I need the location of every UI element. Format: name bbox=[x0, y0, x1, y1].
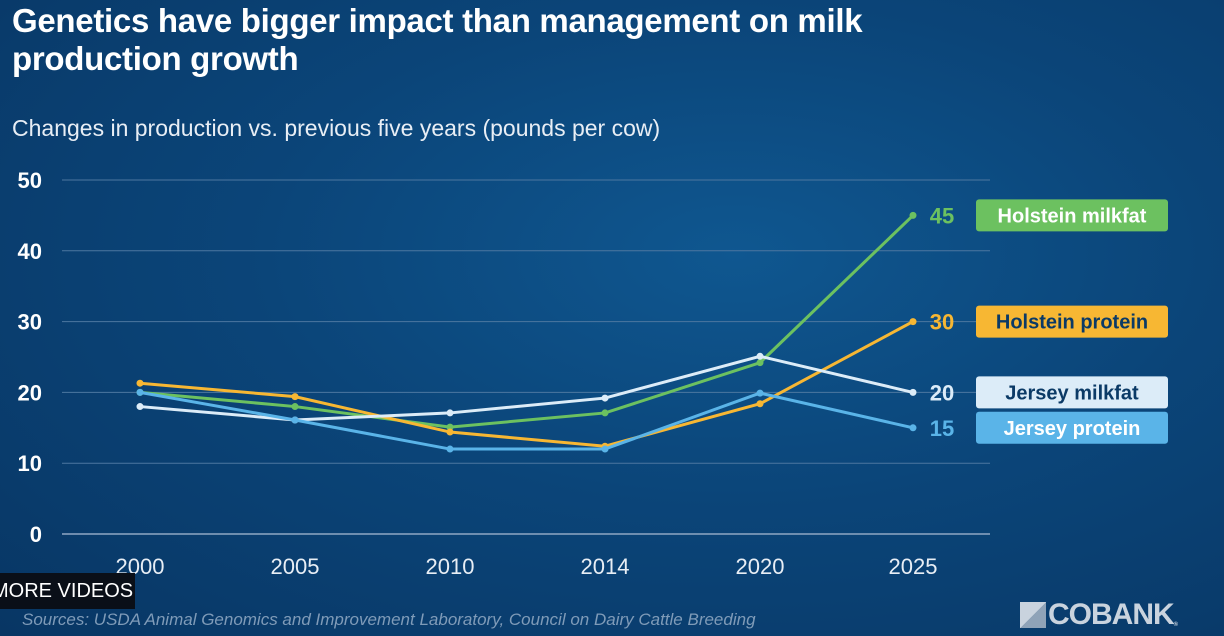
x-tick-label: 2005 bbox=[271, 554, 320, 579]
data-point bbox=[909, 318, 917, 326]
cobank-logo: COBANK ® bbox=[1020, 598, 1178, 632]
data-point bbox=[446, 428, 454, 436]
legend-label: Jersey protein bbox=[1004, 418, 1141, 440]
legend-label: Holstein milkfat bbox=[998, 205, 1147, 227]
series-line-jersey-protein bbox=[139, 390, 914, 451]
data-point bbox=[909, 211, 917, 219]
more-videos-label: MORE VIDEOS bbox=[0, 580, 134, 602]
end-value-label: 45 bbox=[930, 203, 954, 228]
data-point bbox=[601, 409, 609, 417]
series-line-jersey-milkfat bbox=[139, 354, 914, 422]
data-point bbox=[291, 403, 299, 411]
data-point bbox=[446, 409, 454, 417]
legend-badge bbox=[976, 305, 1168, 338]
legend-label: Jersey milkfat bbox=[1005, 382, 1139, 404]
y-tick-label: 0 bbox=[30, 522, 42, 547]
y-tick-label: 40 bbox=[18, 239, 42, 264]
data-point bbox=[291, 393, 299, 401]
chart-subtitle: Changes in production vs. previous five … bbox=[12, 115, 661, 141]
cobank-logo-mark-icon bbox=[1020, 602, 1046, 628]
x-tick-label: 2020 bbox=[736, 554, 785, 579]
data-point bbox=[601, 445, 609, 453]
data-point bbox=[909, 424, 917, 432]
cobank-logo-text: COBANK bbox=[1048, 598, 1175, 631]
end-value-label: 30 bbox=[930, 310, 954, 335]
end-value-label: 20 bbox=[930, 380, 954, 405]
data-point bbox=[291, 416, 299, 424]
data-point bbox=[756, 352, 764, 360]
data-point bbox=[136, 388, 144, 396]
y-tick-label: 50 bbox=[18, 168, 42, 193]
series-line-holstein-protein bbox=[139, 320, 914, 448]
legend-label: Holstein protein bbox=[996, 312, 1148, 334]
y-tick-label: 30 bbox=[18, 310, 42, 335]
data-point bbox=[136, 379, 144, 387]
data-point bbox=[756, 400, 764, 408]
chart-title: Genetics have bigger impact than managem… bbox=[12, 2, 863, 77]
data-point bbox=[136, 403, 144, 411]
legend-badge bbox=[976, 411, 1168, 444]
data-point bbox=[601, 394, 609, 402]
series-line-holstein-milkfat bbox=[139, 214, 915, 429]
source-note: Sources: USDA Animal Genomics and Improv… bbox=[22, 610, 756, 629]
y-tick-label: 10 bbox=[18, 451, 42, 476]
y-tick-label: 20 bbox=[18, 380, 42, 405]
legend-badge bbox=[976, 199, 1168, 232]
end-value-label: 15 bbox=[930, 416, 954, 441]
more-videos-button[interactable]: MORE VIDEOS bbox=[0, 573, 135, 609]
data-point bbox=[756, 389, 764, 397]
data-point bbox=[446, 445, 454, 453]
legend-badge bbox=[976, 376, 1168, 409]
x-tick-label: 2010 bbox=[426, 554, 475, 579]
x-tick-label: 2025 bbox=[889, 554, 938, 579]
x-tick-label: 2014 bbox=[581, 554, 630, 579]
data-point bbox=[756, 359, 764, 367]
data-point bbox=[909, 388, 917, 396]
data-point bbox=[446, 423, 454, 431]
